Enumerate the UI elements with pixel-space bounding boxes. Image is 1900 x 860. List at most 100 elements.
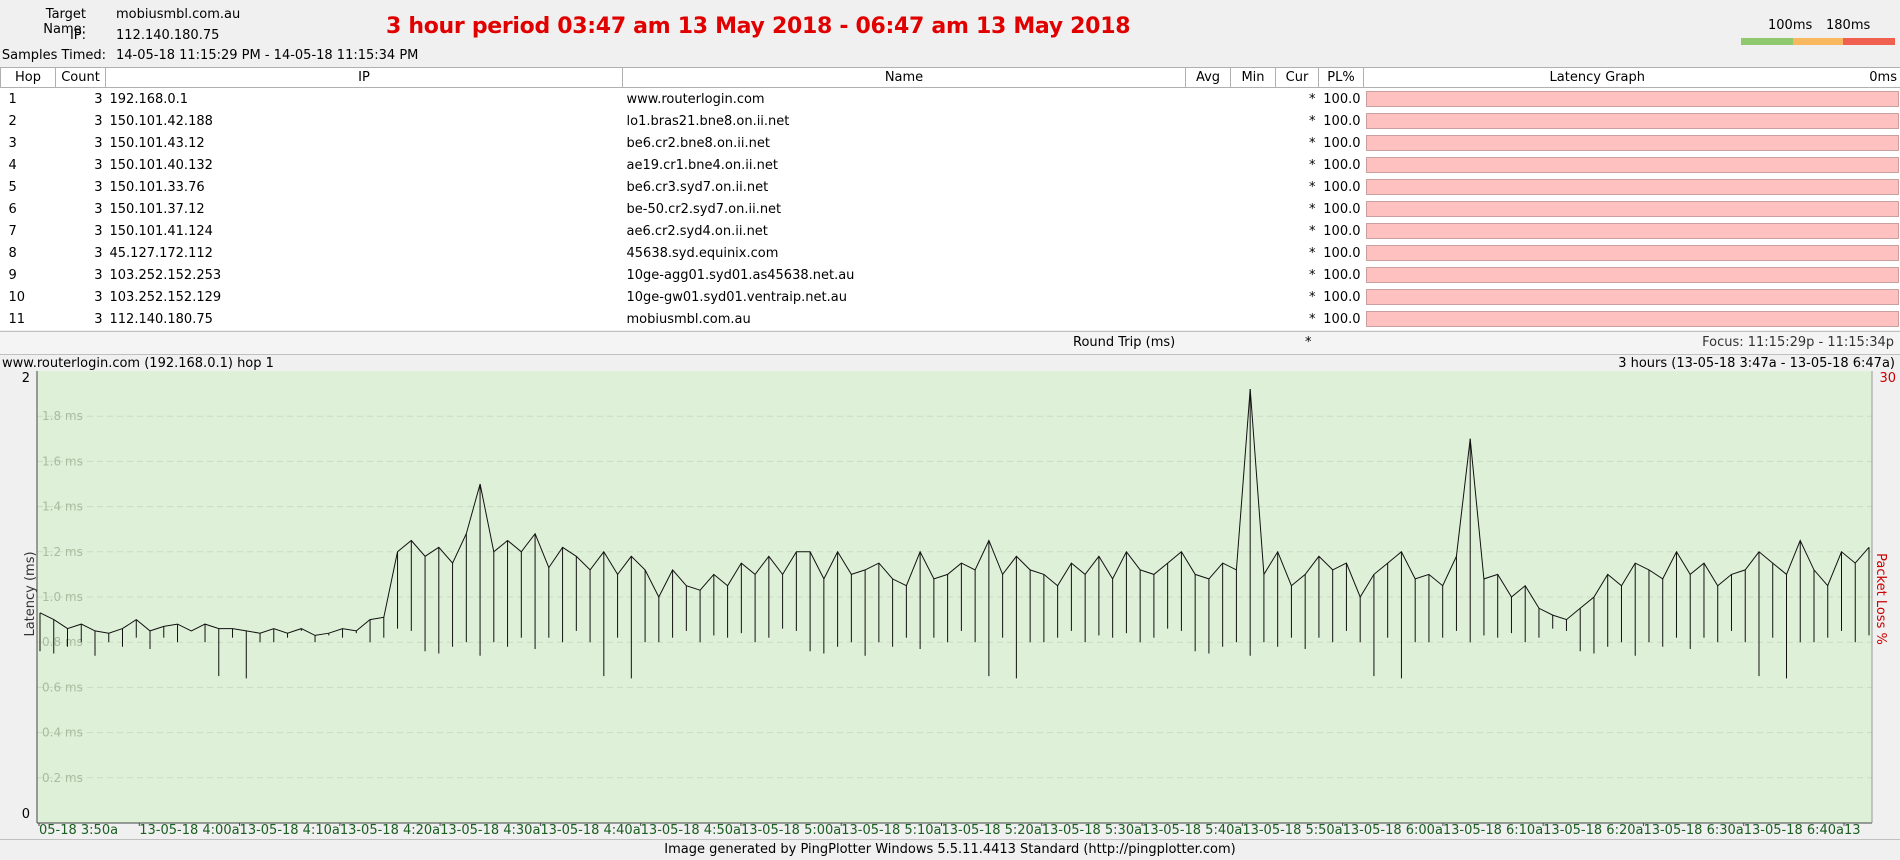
col-count[interactable]: Count <box>56 68 106 88</box>
scale-red-bar <box>1843 38 1895 45</box>
name-cell: lo1.bras21.bne8.on.ii.net <box>623 110 1186 132</box>
latency-bar-cell <box>1364 242 1900 264</box>
y-tick-label: 0.8 ms <box>42 635 83 649</box>
round-trip-label: Round Trip (ms) <box>1073 335 1175 350</box>
packet-loss-bar <box>1366 289 1899 305</box>
cur-cell: * <box>1276 154 1319 176</box>
latency-bar-cell <box>1364 176 1900 198</box>
packet-loss-bar <box>1366 113 1899 129</box>
ip-value: 112.140.180.75 <box>116 28 219 43</box>
x-tick-label: 13-05-18 4:40a <box>540 823 640 838</box>
col-pl[interactable]: PL% <box>1319 68 1364 88</box>
samples-value: 14-05-18 11:15:29 PM - 14-05-18 11:15:34… <box>116 48 418 63</box>
col-name[interactable]: Name <box>623 68 1186 88</box>
pl-cell: 100.0 <box>1319 132 1364 154</box>
avg-cell <box>1186 264 1231 286</box>
x-tick-label: 13-05-18 6:40a <box>1744 823 1844 838</box>
cur-cell: * <box>1276 220 1319 242</box>
min-cell <box>1231 132 1276 154</box>
ip-cell: 150.101.43.12 <box>106 132 623 154</box>
min-cell <box>1231 176 1276 198</box>
name-cell: 10ge-agg01.syd01.as45638.net.au <box>623 264 1186 286</box>
ip-cell: 150.101.42.188 <box>106 110 623 132</box>
y-tick-label: 1.4 ms <box>42 500 83 514</box>
target-header: Target Name: mobiusmbl.com.au IP: 112.14… <box>0 0 1900 66</box>
scale-green-bar <box>1741 38 1793 45</box>
pl-cell: 100.0 <box>1319 264 1364 286</box>
y-tick-label: 1.2 ms <box>42 545 83 559</box>
x-tick-label: 13-05-18 6:20a <box>1543 823 1643 838</box>
ip-cell: 150.101.33.76 <box>106 176 623 198</box>
count-cell: 3 <box>56 308 106 330</box>
x-tick-label: 13-05-18 5:20a <box>942 823 1042 838</box>
count-cell: 3 <box>56 220 106 242</box>
packet-loss-bar <box>1366 179 1899 195</box>
x-tick-label: 13-05-18 4:20a <box>340 823 440 838</box>
cur-cell: * <box>1276 88 1319 111</box>
hop-cell: 7 <box>1 220 56 242</box>
x-tick-label: 13-05-18 6:10a <box>1443 823 1543 838</box>
cur-cell: * <box>1276 176 1319 198</box>
x-tick-label: 13-05-18 5:00a <box>741 823 841 838</box>
packet-loss-bar <box>1366 91 1899 107</box>
col-latency-scale: 0ms <box>1831 68 1900 88</box>
cur-cell: * <box>1276 286 1319 308</box>
col-hop[interactable]: Hop <box>1 68 56 88</box>
latency-bar-cell <box>1364 220 1900 242</box>
count-cell: 3 <box>56 286 106 308</box>
y-top-label: 2 <box>22 371 30 386</box>
avg-cell <box>1186 110 1231 132</box>
hop-cell: 2 <box>1 110 56 132</box>
x-tick-label: 13-05-18 4:50a <box>641 823 741 838</box>
y2-top-label: 30 <box>1879 371 1896 386</box>
ip-cell: 150.101.40.132 <box>106 154 623 176</box>
x-tick-label: 05-18 3:50a <box>39 823 118 838</box>
x-tick-label: 13-05-18 4:30a <box>440 823 540 838</box>
pl-cell: 100.0 <box>1319 220 1364 242</box>
scale-low-label: 100ms <box>1768 18 1812 33</box>
latency-bar-cell <box>1364 88 1900 111</box>
pl-cell: 100.0 <box>1319 110 1364 132</box>
col-avg[interactable]: Avg <box>1186 68 1231 88</box>
latency-bar-cell <box>1364 308 1900 330</box>
latency-bar-cell <box>1364 264 1900 286</box>
name-cell: mobiusmbl.com.au <box>623 308 1186 330</box>
ip-cell: 150.101.41.124 <box>106 220 623 242</box>
col-latency-graph[interactable]: Latency Graph <box>1364 68 1831 88</box>
col-min[interactable]: Min <box>1231 68 1276 88</box>
hop-cell: 11 <box>1 308 56 330</box>
count-cell: 3 <box>56 264 106 286</box>
name-cell: be-50.cr2.syd7.on.ii.net <box>623 198 1186 220</box>
packet-loss-bar <box>1366 311 1899 327</box>
col-cur[interactable]: Cur <box>1276 68 1319 88</box>
min-cell <box>1231 308 1276 330</box>
min-cell <box>1231 110 1276 132</box>
col-ip[interactable]: IP <box>106 68 623 88</box>
avg-cell <box>1186 286 1231 308</box>
count-cell: 3 <box>56 242 106 264</box>
hop-cell: 4 <box>1 154 56 176</box>
x-tick-label: 13 <box>1844 823 1861 838</box>
latency-chart[interactable]: 0.2 ms0.4 ms0.6 ms0.8 ms1.0 ms1.2 ms1.4 … <box>0 371 1900 839</box>
name-cell: www.routerlogin.com <box>623 88 1186 111</box>
y-tick-label: 1.0 ms <box>42 590 83 604</box>
x-tick-label: 13-05-18 5:30a <box>1042 823 1142 838</box>
hop-cell: 5 <box>1 176 56 198</box>
avg-cell <box>1186 132 1231 154</box>
ip-cell: 112.140.180.75 <box>106 308 623 330</box>
y-axis-label: Latency (ms) <box>23 551 38 636</box>
table-header-row: Hop Count IP Name Avg Min Cur PL% Latenc… <box>1 68 1900 88</box>
min-cell <box>1231 154 1276 176</box>
latency-bar-cell <box>1364 110 1900 132</box>
